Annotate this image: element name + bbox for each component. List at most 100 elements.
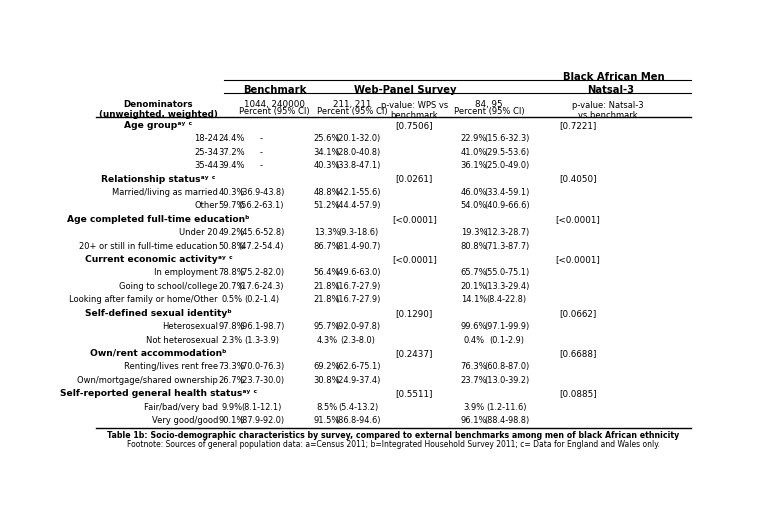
Text: 21.8%: 21.8% — [313, 295, 340, 304]
Text: 40.3%: 40.3% — [313, 161, 340, 170]
Text: Self-defined sexual identityᵇ: Self-defined sexual identityᵇ — [85, 309, 232, 318]
Text: 65.7%: 65.7% — [461, 268, 487, 277]
Text: 69.2%: 69.2% — [313, 362, 340, 371]
Text: Other: Other — [194, 201, 218, 210]
Text: 0.5%: 0.5% — [221, 295, 242, 304]
Text: (60.8-87.0): (60.8-87.0) — [484, 362, 529, 371]
Text: (86.8-94.6): (86.8-94.6) — [335, 416, 381, 425]
Text: 73.3%: 73.3% — [218, 362, 245, 371]
Text: (87.9-92.0): (87.9-92.0) — [239, 416, 284, 425]
Text: -: - — [260, 148, 263, 157]
Text: [<0.0001]: [<0.0001] — [556, 255, 601, 264]
Text: [0.5511]: [0.5511] — [396, 389, 433, 398]
Text: (33.4-59.1): (33.4-59.1) — [484, 188, 529, 197]
Text: 25-34: 25-34 — [194, 148, 218, 157]
Text: 37.2%: 37.2% — [218, 148, 245, 157]
Text: 20.7%: 20.7% — [218, 282, 245, 291]
Text: (13.0-39.2): (13.0-39.2) — [484, 376, 529, 385]
Text: [0.6688]: [0.6688] — [559, 349, 597, 358]
Text: 54.0%: 54.0% — [461, 201, 487, 210]
Text: (23.7-30.0): (23.7-30.0) — [239, 376, 284, 385]
Text: (96.1-98.7): (96.1-98.7) — [239, 322, 284, 331]
Text: (36.9-43.8): (36.9-43.8) — [239, 188, 284, 197]
Text: 30.8%: 30.8% — [313, 376, 340, 385]
Text: Married/living as married: Married/living as married — [112, 188, 218, 197]
Text: Looking after family or home/Other: Looking after family or home/Other — [69, 295, 218, 304]
Text: Very good/good: Very good/good — [151, 416, 218, 425]
Text: (8.1-12.1): (8.1-12.1) — [241, 403, 282, 412]
Text: 2.3%: 2.3% — [221, 335, 243, 345]
Text: (44.4-57.9): (44.4-57.9) — [335, 201, 381, 210]
Text: 59.7%: 59.7% — [218, 201, 245, 210]
Text: 80.8%: 80.8% — [461, 242, 487, 251]
Text: [0.7221]: [0.7221] — [559, 121, 597, 130]
Text: [<0.0001]: [<0.0001] — [392, 215, 437, 224]
Text: (81.4-90.7): (81.4-90.7) — [335, 242, 381, 251]
Text: [0.0885]: [0.0885] — [559, 389, 597, 398]
Text: (47.2-54.4): (47.2-54.4) — [239, 242, 284, 251]
Text: 51.2%: 51.2% — [314, 201, 340, 210]
Text: [0.0261]: [0.0261] — [396, 175, 433, 184]
Text: 20+ or still in full-time education: 20+ or still in full-time education — [79, 242, 218, 251]
Text: 20.1%: 20.1% — [461, 282, 487, 291]
Text: (20.1-32.0): (20.1-32.0) — [336, 134, 380, 143]
Text: (49.6-63.0): (49.6-63.0) — [335, 268, 381, 277]
Text: 23.7%: 23.7% — [461, 376, 487, 385]
Text: (5.4-13.2): (5.4-13.2) — [338, 403, 378, 412]
Text: (16.7-27.9): (16.7-27.9) — [335, 295, 381, 304]
Text: Natsal-3: Natsal-3 — [588, 84, 634, 95]
Text: (42.1-55.6): (42.1-55.6) — [335, 188, 381, 197]
Text: p-value: Natsal-3
vs benchmark: p-value: Natsal-3 vs benchmark — [572, 101, 644, 120]
Text: Going to school/college: Going to school/college — [119, 282, 218, 291]
Text: (15.6-32.3): (15.6-32.3) — [484, 134, 529, 143]
Text: Renting/lives rent free: Renting/lives rent free — [124, 362, 218, 371]
Text: 25.6%: 25.6% — [313, 134, 340, 143]
Text: 26.7%: 26.7% — [218, 376, 245, 385]
Text: Percent (95% CI): Percent (95% CI) — [454, 107, 524, 116]
Text: 46.0%: 46.0% — [461, 188, 487, 197]
Text: 4.3%: 4.3% — [316, 335, 338, 345]
Text: 21.8%: 21.8% — [313, 282, 340, 291]
Text: 56.4%: 56.4% — [313, 268, 340, 277]
Text: (9.3-18.6): (9.3-18.6) — [338, 228, 378, 237]
Text: Web-Panel Survey: Web-Panel Survey — [354, 84, 457, 95]
Text: [0.0662]: [0.0662] — [559, 309, 597, 318]
Text: 211, 211: 211, 211 — [333, 100, 371, 109]
Text: (25.0-49.0): (25.0-49.0) — [484, 161, 529, 170]
Text: 76.3%: 76.3% — [461, 362, 488, 371]
Text: (55.0-75.1): (55.0-75.1) — [484, 268, 529, 277]
Text: 8.5%: 8.5% — [316, 403, 338, 412]
Text: 22.9%: 22.9% — [461, 134, 487, 143]
Text: (75.2-82.0): (75.2-82.0) — [239, 268, 284, 277]
Text: 41.0%: 41.0% — [461, 148, 487, 157]
Text: [0.4050]: [0.4050] — [559, 175, 597, 184]
Text: (17.6-24.3): (17.6-24.3) — [239, 282, 284, 291]
Text: (2.3-8.0): (2.3-8.0) — [340, 335, 376, 345]
Text: (56.2-63.1): (56.2-63.1) — [239, 201, 284, 210]
Text: -: - — [260, 161, 263, 170]
Text: Under 20: Under 20 — [179, 228, 218, 237]
Text: (62.6-75.1): (62.6-75.1) — [335, 362, 381, 371]
Text: Own/rent accommodationᵇ: Own/rent accommodationᵇ — [91, 349, 227, 358]
Text: Age completed full-time educationᵇ: Age completed full-time educationᵇ — [68, 215, 250, 224]
Text: [<0.0001]: [<0.0001] — [392, 255, 437, 264]
Text: (1.2-11.6): (1.2-11.6) — [486, 403, 527, 412]
Text: 24.4%: 24.4% — [219, 134, 245, 143]
Text: 34.1%: 34.1% — [313, 148, 340, 157]
Text: 35-44: 35-44 — [194, 161, 218, 170]
Text: 3.9%: 3.9% — [463, 403, 485, 412]
Text: 48.8%: 48.8% — [313, 188, 340, 197]
Text: Percent (95% CI): Percent (95% CI) — [240, 107, 310, 116]
Text: (97.1-99.9): (97.1-99.9) — [484, 322, 529, 331]
Text: 91.5%: 91.5% — [314, 416, 340, 425]
Text: In employment: In employment — [154, 268, 218, 277]
Text: (29.5-53.6): (29.5-53.6) — [484, 148, 529, 157]
Text: 14.1%: 14.1% — [461, 295, 487, 304]
Text: Relationship statusᵃʸ ᶜ: Relationship statusᵃʸ ᶜ — [101, 175, 216, 184]
Text: (24.9-37.4): (24.9-37.4) — [335, 376, 381, 385]
Text: 0.4%: 0.4% — [463, 335, 485, 345]
Text: Percent (95% CI): Percent (95% CI) — [316, 107, 387, 116]
Text: 18-24: 18-24 — [194, 134, 218, 143]
Text: 36.1%: 36.1% — [461, 161, 487, 170]
Text: Denominators
(unweighted, weighted): Denominators (unweighted, weighted) — [99, 100, 218, 119]
